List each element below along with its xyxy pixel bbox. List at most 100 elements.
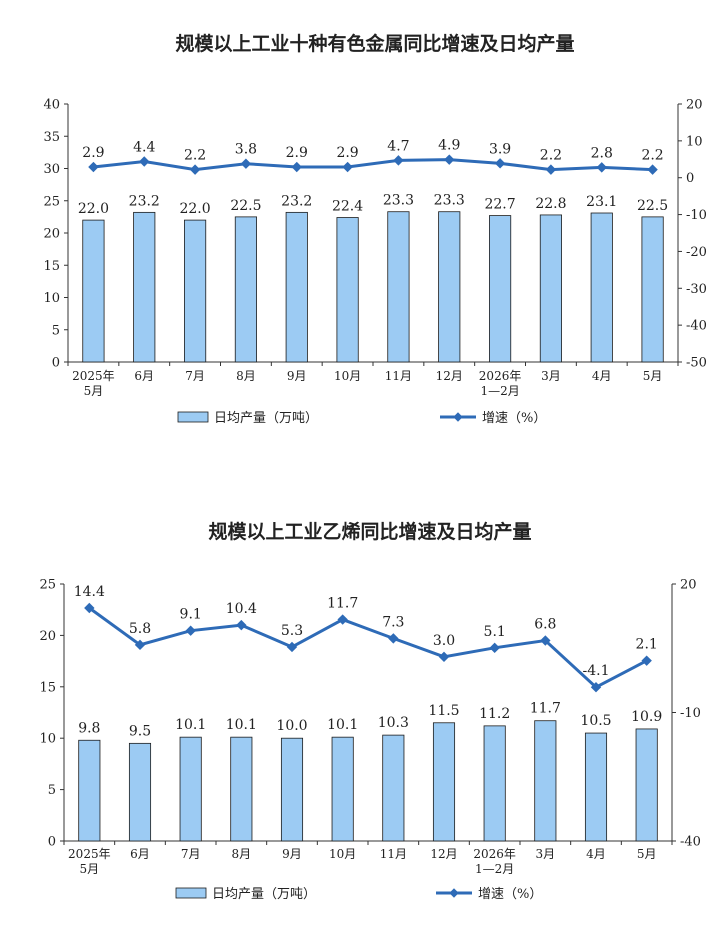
line-value-label: 5.8 (129, 621, 151, 637)
bar (387, 211, 410, 363)
bar-value-label: 22.8 (535, 196, 566, 212)
line-value-label: 3.9 (489, 141, 511, 157)
bar (280, 737, 304, 842)
x-tick-label: 4月 (592, 369, 612, 383)
legend-bar-label: 日均产量（万吨） (214, 411, 318, 426)
line-value-label: 2.2 (641, 148, 663, 164)
bar (641, 216, 664, 363)
line-point (388, 633, 399, 644)
bar (539, 214, 562, 363)
x-tick-label: 8月 (236, 369, 256, 383)
bar-value-label: 22.5 (230, 198, 261, 214)
line-value-label: 4.7 (387, 138, 409, 154)
left-tick-label: 10 (43, 291, 60, 306)
line-value-label: 2.2 (540, 148, 562, 164)
x-tick-label: 7月 (181, 847, 201, 861)
legend-bar-label: 日均产量（万吨） (212, 887, 316, 902)
x-tick-label-line: 2026年 (479, 369, 522, 383)
bar-value-label: 10.9 (631, 709, 662, 725)
left-tick-label: 25 (39, 578, 56, 593)
x-tick-label-line: 3月 (536, 847, 556, 861)
left-tick-label: 30 (43, 162, 60, 177)
x-tick-label: 3月 (536, 847, 556, 861)
line-point (438, 651, 450, 663)
line-value-label: 5.1 (484, 624, 506, 640)
x-tick-label-line: 9月 (282, 847, 302, 861)
bar (590, 212, 613, 363)
bar-value-label: 22.7 (484, 197, 515, 213)
bar (432, 722, 456, 842)
bar-value-label: 9.8 (78, 720, 100, 736)
x-tick-label-line: 11月 (380, 847, 407, 861)
bar (82, 219, 105, 363)
x-tick-label: 12月 (430, 847, 457, 861)
x-tick-label-line: 7月 (185, 369, 205, 383)
bar (285, 211, 308, 363)
bar (584, 732, 608, 842)
line-value-label: 6.8 (534, 617, 556, 633)
left-tick-label: 0 (48, 835, 56, 850)
left-tick-label: 5 (48, 783, 56, 798)
line-point (286, 641, 298, 653)
bar (489, 215, 512, 363)
x-tick-label: 9月 (282, 847, 302, 861)
x-tick-label: 11月 (380, 847, 407, 861)
bar (635, 728, 658, 842)
x-tick-label: 10月 (334, 369, 361, 383)
legend-bar-swatch (177, 411, 209, 423)
line-point (291, 161, 302, 173)
line-point (240, 158, 252, 169)
left-tick-label: 25 (43, 194, 60, 209)
growth-line (93, 158, 653, 172)
bar-value-label: 22.5 (637, 198, 668, 214)
bar-value-label: 23.2 (129, 193, 160, 209)
x-tick-label-line: 2025年 (72, 369, 115, 383)
bar-value-label: 23.3 (434, 193, 465, 209)
line-value-label: 4.4 (133, 139, 155, 155)
bar (534, 720, 557, 842)
x-tick-label-line: 9月 (287, 369, 307, 383)
x-tick-label-line: 12月 (436, 369, 463, 383)
x-tick-label-line: 3月 (541, 369, 561, 383)
legend-bar-swatch (175, 887, 207, 899)
line-point (590, 682, 602, 693)
right-tick-label: -40 (686, 319, 707, 334)
left-tick-label: 0 (52, 356, 60, 371)
bar-value-label: 23.1 (586, 194, 617, 210)
right-tick-label: 20 (680, 578, 697, 593)
x-tick-label-line: 5月 (80, 862, 100, 876)
line-point (88, 161, 99, 173)
line-value-label: 2.9 (336, 145, 358, 161)
x-tick-label: 5月 (643, 369, 663, 383)
right-tick-label: -40 (680, 835, 701, 850)
line-value-label: 14.4 (74, 584, 105, 600)
line-point (444, 154, 455, 165)
line-point (540, 635, 551, 646)
right-tick-label: -10 (686, 208, 707, 223)
right-tick-label: -10 (680, 706, 701, 721)
line-value-label: 2.2 (184, 148, 206, 164)
chart-1: 规模以上工业十种有色金属同比增速及日均产量 0 5 10 15 20 25 30 35 40 -50… (43, 32, 706, 426)
left-tick-label: 5 (52, 323, 60, 338)
bar (78, 739, 101, 842)
chart-title: 规模以上工业乙烯同比增速及日均产量 (208, 520, 531, 543)
line-value-label: -4.1 (583, 663, 610, 679)
x-tick-label-line: 6月 (130, 847, 150, 861)
x-tick-label: 6月 (134, 369, 154, 383)
x-tick-label: 5月 (637, 847, 657, 861)
x-tick-label-line: 12月 (430, 847, 457, 861)
left-tick-label: 35 (43, 130, 60, 145)
bar-value-label: 11.2 (479, 706, 510, 722)
line-point (342, 161, 353, 173)
bar (128, 742, 152, 842)
x-tick-label: 10月 (329, 847, 356, 861)
line-value-label: 2.9 (82, 145, 104, 161)
bar-value-label: 11.5 (428, 703, 459, 719)
x-tick-label: 8月 (232, 847, 252, 861)
x-tick-label-line: 1—2月 (480, 384, 519, 398)
line-value-label: 5.3 (281, 623, 303, 639)
x-tick-label-line: 2025年 (68, 847, 111, 861)
bar (230, 736, 253, 842)
bar (234, 216, 257, 363)
line-value-label: 3.8 (235, 142, 257, 158)
